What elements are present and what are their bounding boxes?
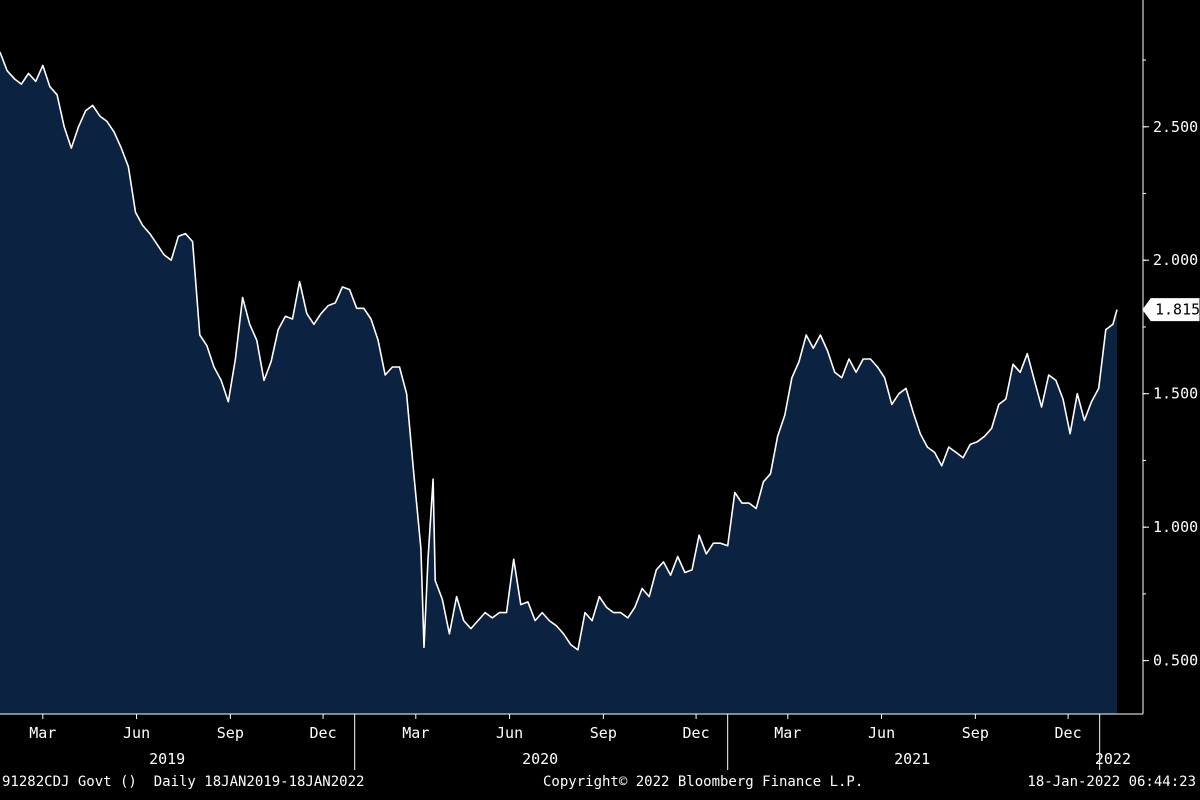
series-area-fill: [0, 52, 1117, 714]
x-tick-label: Jun: [868, 724, 895, 742]
ticker-label: 91282CDJ Govt (): [2, 774, 137, 790]
x-tick-label: Mar: [29, 724, 56, 742]
series-line: [0, 51, 1118, 651]
date-range-label: Daily 18JAN2019-18JAN2022: [153, 774, 365, 790]
x-year-label: 2020: [522, 750, 558, 768]
y-tick-label: 2.500: [1153, 118, 1198, 136]
x-tick-label: Sep: [590, 724, 617, 742]
axes: 0.500 1.000 1.500 2.000 2.500 1.815 Mar Jun Sep D…: [0, 0, 1200, 770]
security-description: 91282CDJ Govt () Daily 18JAN2019-18JAN20…: [2, 774, 364, 800]
x-tick-label: Jun: [496, 724, 523, 742]
timestamp: 18-Jan-2022 06:44:23: [1027, 774, 1196, 790]
x-tick-label: Dec: [683, 724, 710, 742]
copyright-notice: Copyright© 2022 Bloomberg Finance L.P.: [543, 774, 864, 790]
last-value-label: 1.815: [1155, 301, 1200, 319]
x-tick-label: Mar: [774, 724, 801, 742]
y-tick-label: 2.000: [1153, 251, 1198, 269]
x-tick-label: Dec: [310, 724, 337, 742]
x-tick-label: Sep: [217, 724, 244, 742]
x-year-label: 2019: [149, 750, 185, 768]
x-tick-label: Dec: [1055, 724, 1082, 742]
x-year-label: 2021: [894, 750, 930, 768]
x-year-label: 2022: [1095, 750, 1131, 768]
last-value-tag: [1142, 298, 1200, 322]
y-tick-label: 0.500: [1153, 652, 1198, 670]
x-tick-label: Jun: [123, 724, 150, 742]
y-tick-label: 1.500: [1153, 385, 1198, 403]
x-tick-label: Mar: [402, 724, 429, 742]
x-tick-label: Sep: [962, 724, 989, 742]
y-tick-label: 1.000: [1153, 518, 1198, 536]
plot-area: [0, 51, 1118, 714]
